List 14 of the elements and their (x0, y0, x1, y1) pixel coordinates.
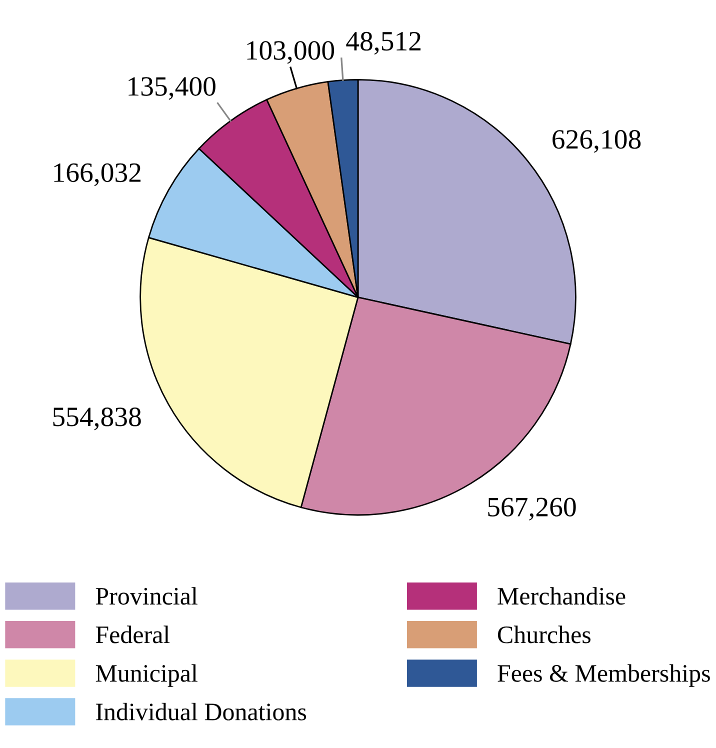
data-label: 554,838 (53, 408, 141, 430)
legend-label: Churches (498, 626, 590, 644)
data-label: 103,000 (247, 41, 334, 64)
legend-label: Individual Donations (96, 702, 306, 720)
data-label: 48,512 (346, 32, 420, 55)
data-label: 166,032 (54, 163, 140, 186)
data-label: 626,108 (552, 130, 641, 153)
legend-label: Municipal (96, 664, 198, 687)
data-label: 567,260 (488, 498, 576, 520)
legend-label: Provincial (96, 587, 198, 605)
legend-label: Federal (96, 626, 170, 644)
legend-label: Fees & Memberships (498, 664, 710, 687)
legend-label: Merchandise (498, 587, 626, 605)
data-label: 135,400 (128, 77, 216, 100)
